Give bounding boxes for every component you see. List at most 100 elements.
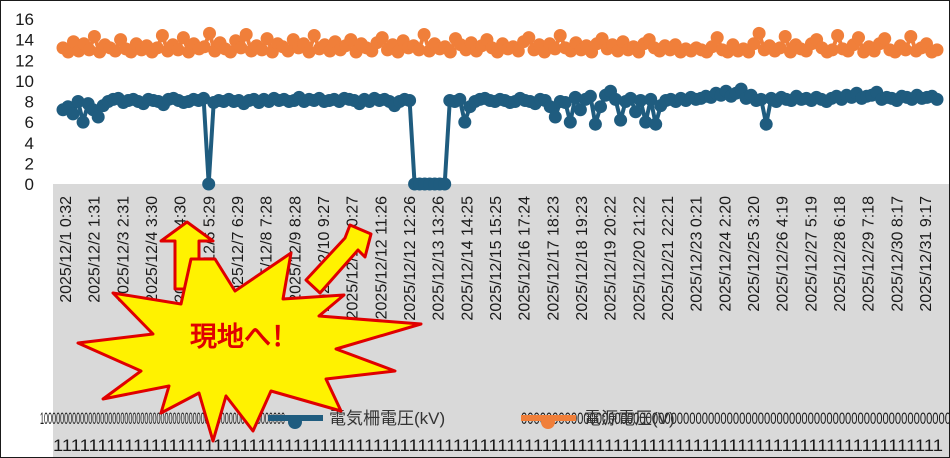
x-tick-label: 2025/12/3 2:31 [115,196,132,303]
data-point-power [239,28,253,41]
data-point-fence [71,95,85,108]
data-point-fence [548,110,562,124]
y-tick-label: 10 [15,72,34,91]
arrow-up-right-icon [304,223,373,295]
y-tick-label: 8 [25,93,34,112]
data-point-fence [629,105,643,119]
data-point-fence [754,92,768,106]
y-tick-label: 14 [15,31,34,50]
burst-shape [76,251,423,443]
data-point-fence [568,90,582,104]
data-point-power [930,43,944,57]
x-tick-label: 2025/12/14 14:25 [459,196,476,321]
x-tick-label: 2025/12/4 3:30 [144,196,161,303]
x-tick-label: 2025/12/12 11:26 [373,196,390,319]
data-point-power [752,26,766,40]
x-tick-label: 2025/12/29 7:18 [861,196,878,312]
data-point-power [224,45,237,59]
data-point-fence [91,110,105,124]
data-point-fence [563,115,577,129]
data-point-power [82,43,96,57]
data-point-power [234,41,248,55]
x-tick-label: 2025/12/21 22:21 [660,196,677,321]
bottom-noise: 1111111111111111111111111111111111111111… [53,436,943,455]
data-point-fence [197,91,211,105]
data-point-power [150,41,164,55]
data-point-fence [66,107,80,121]
data-point-power [391,45,405,59]
x-tick-label: 2025/12/7 6:29 [230,196,247,303]
data-point-power [595,32,609,46]
y-tick-label: 16 [15,10,34,29]
data-point-power [412,43,426,57]
data-point-power [548,42,562,56]
data-point-fence [614,113,628,127]
legend-noise-right: 0000000000000000000000000000000000000000… [521,409,950,428]
data-point-fence [573,103,587,117]
data-point-power [852,31,865,45]
x-tick-label: 2025/12/20 21:22 [631,196,648,321]
x-tick-label: 2025/12/28 6:18 [832,196,849,312]
data-point-fence [609,92,622,106]
x-tick-label: 2025/12/23 0:21 [689,196,706,312]
data-point-power [61,45,75,59]
legend-noise-left: 1000000000000000000000000000000000000000… [40,409,285,428]
legend-label-power: 電源電圧(V) [584,409,675,428]
data-point-power [773,41,787,55]
data-point-power [747,37,761,51]
data-point-power [260,32,274,46]
x-tick-label: 2025/12/30 8:17 [889,196,906,312]
data-point-power [825,43,839,57]
data-point-power [878,32,892,46]
x-tick-label: 2025/12/31 9:17 [918,196,935,312]
data-point-power [302,45,316,59]
legend: 電気柵電圧(kV) 電源電圧(V) [268,409,675,429]
data-point-fence [202,177,216,191]
data-point-power [710,31,724,45]
x-tick-label: 2025/12/25 3:20 [746,196,763,312]
x-tick-label: 2025/12/26 4:19 [775,196,792,312]
x-tick-label: 2025/12/24 2:20 [717,196,734,312]
data-point-fence [588,117,602,131]
x-tick-label: 2025/12/13 13:26 [431,196,448,321]
data-point-power [899,43,913,57]
plot-area [56,26,944,191]
data-point-power [344,33,358,47]
data-point-fence [644,92,658,106]
y-tick-label: 4 [25,134,34,153]
data-point-fence [639,115,653,129]
data-point-fence [458,115,472,129]
data-point-power [778,30,792,43]
y-tick-label: 12 [15,51,34,70]
data-point-power [375,31,389,45]
data-point-fence [453,92,467,106]
data-point-power [203,26,216,40]
data-point-power [197,40,211,54]
data-point-power [522,31,536,45]
data-point-power [87,30,101,43]
callout: 現地へ！ [76,220,423,443]
x-tick-label: 2025/12/16 17:24 [517,196,534,321]
data-point-power [831,29,845,42]
y-tick-label: 6 [25,113,34,132]
data-point-fence [558,96,572,109]
data-point-fence [583,89,597,103]
data-point-power [255,43,269,57]
x-tick-label: 2025/12/19 20:22 [603,196,620,321]
data-point-fence [403,94,417,107]
x-tick-label: 2025/12/12 12:26 [402,196,419,321]
data-point-power [553,29,567,42]
data-point-fence [649,117,663,131]
x-tick-label: 2025/12/27 5:19 [803,196,820,312]
data-point-power [307,29,321,42]
legend-marker-fence [288,415,302,429]
x-tick-label: 2025/12/17 18:23 [545,196,562,321]
x-tick-label: 2025/12/2 1:31 [87,196,104,303]
legend-marker-power [541,415,555,429]
y-tick-label: 2 [25,154,34,173]
x-tick-label: 2025/12/18 19:23 [574,196,591,321]
data-point-fence [930,92,944,106]
data-point-power [281,44,295,58]
